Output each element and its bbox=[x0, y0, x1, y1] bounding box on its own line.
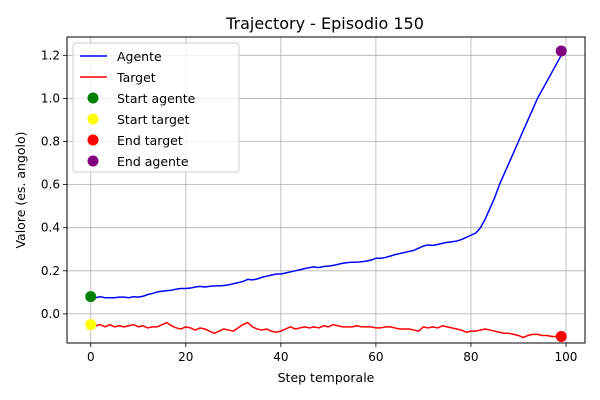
marker-start-target bbox=[85, 319, 97, 331]
y-tick-label: 1.0 bbox=[41, 91, 60, 105]
x-tick-label: 40 bbox=[273, 350, 288, 364]
x-tick-label: 20 bbox=[178, 350, 193, 364]
legend-label-target: Target bbox=[116, 70, 156, 85]
x-tick-label: 60 bbox=[368, 350, 383, 364]
legend-label-start-agente: Start agente bbox=[117, 91, 196, 106]
y-axis-ticks: 0.0 0.2 0.4 0.6 0.8 1.0 1.2 bbox=[41, 48, 67, 321]
x-tick-label: 80 bbox=[463, 350, 478, 364]
legend-marker-end-agente bbox=[87, 155, 99, 167]
legend-box bbox=[72, 42, 240, 173]
marker-end-target bbox=[555, 331, 567, 343]
y-tick-label: 1.2 bbox=[41, 48, 60, 62]
y-tick-label: 0.0 bbox=[41, 307, 60, 321]
series-line-target bbox=[90, 321, 562, 339]
y-tick-label: 0.8 bbox=[41, 135, 60, 149]
y-tick-label: 0.4 bbox=[41, 221, 60, 235]
y-tick-label: 0.6 bbox=[41, 178, 60, 192]
x-axis-ticks: 0 20 40 60 80 100 bbox=[87, 343, 578, 364]
chart-title: Trajectory - Episodio 150 bbox=[225, 14, 424, 33]
legend-marker-start-agente bbox=[87, 92, 99, 104]
x-axis-label: Step temporale bbox=[278, 370, 375, 385]
plot-frame bbox=[66, 36, 586, 344]
marker-end-agente bbox=[555, 45, 567, 57]
y-axis-label: Valore (es. angolo) bbox=[13, 131, 28, 248]
legend-marker-start-target bbox=[87, 113, 99, 125]
legend-label-end-agente: End agente bbox=[117, 154, 189, 169]
legend-label-agente: Agente bbox=[117, 49, 162, 64]
series-lines bbox=[90, 54, 562, 339]
x-tick-label: 0 bbox=[87, 350, 95, 364]
x-tick-label: 100 bbox=[555, 350, 578, 364]
legend-label-start-target: Start target bbox=[117, 112, 190, 127]
marker-start-agente bbox=[85, 291, 97, 303]
legend: Agente Target Start agente Start target … bbox=[72, 42, 240, 173]
legend-label-end-target: End target bbox=[117, 133, 183, 148]
point-markers bbox=[85, 45, 567, 343]
series-line-agente bbox=[90, 54, 562, 299]
legend-marker-end-target bbox=[87, 134, 99, 146]
y-tick-label: 0.2 bbox=[41, 264, 60, 278]
